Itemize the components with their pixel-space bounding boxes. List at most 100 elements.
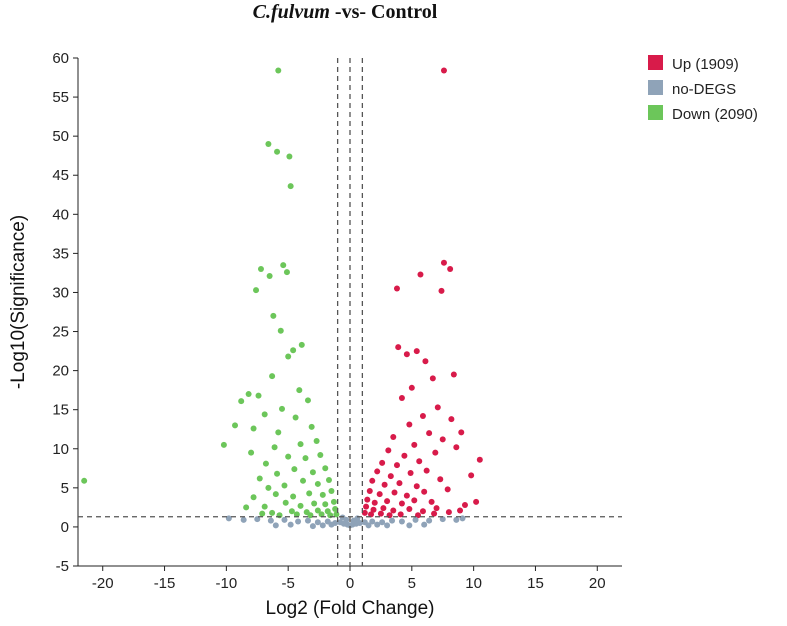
point-no bbox=[439, 516, 446, 523]
point-up bbox=[413, 483, 420, 490]
point-up bbox=[390, 434, 397, 441]
point-up bbox=[406, 505, 413, 512]
point-down bbox=[269, 509, 276, 516]
point-up bbox=[377, 510, 384, 517]
point-no bbox=[453, 516, 460, 523]
point-no bbox=[304, 517, 311, 524]
point-no bbox=[254, 516, 261, 523]
point-no bbox=[379, 519, 386, 526]
point-down bbox=[322, 465, 329, 472]
point-down bbox=[322, 501, 329, 508]
point-up bbox=[419, 412, 426, 419]
legend-label-no: no-DEGS bbox=[672, 81, 736, 98]
point-down bbox=[282, 499, 289, 506]
point-no bbox=[295, 518, 302, 525]
point-down bbox=[265, 484, 272, 491]
point-up bbox=[426, 430, 433, 437]
point-up bbox=[393, 462, 400, 469]
point-no bbox=[406, 522, 413, 529]
point-up bbox=[416, 458, 423, 465]
point-up bbox=[364, 496, 371, 503]
point-up bbox=[403, 351, 410, 358]
point-up bbox=[379, 459, 386, 466]
point-up bbox=[413, 348, 420, 355]
point-down bbox=[291, 466, 298, 473]
y-ticks: -5 0 5 10 15 20 25 30 35 40 45 50 55 60 bbox=[52, 50, 78, 575]
point-down bbox=[257, 266, 264, 273]
point-down bbox=[306, 490, 313, 497]
point-down bbox=[304, 397, 311, 404]
point-no bbox=[281, 516, 288, 523]
point-down bbox=[317, 452, 324, 459]
point-up bbox=[385, 447, 392, 454]
point-up bbox=[457, 507, 464, 514]
y-tick-label: 50 bbox=[52, 128, 69, 145]
point-up bbox=[440, 67, 447, 74]
point-up bbox=[366, 487, 373, 494]
point-up bbox=[421, 488, 428, 495]
legend: Up (1909) no-DEGS Down (2090) bbox=[648, 55, 758, 123]
point-down bbox=[330, 498, 337, 505]
point-no bbox=[421, 521, 428, 528]
point-down bbox=[328, 487, 335, 494]
point-up bbox=[408, 384, 415, 391]
legend-label-up: Up (1909) bbox=[672, 56, 739, 73]
point-down bbox=[81, 477, 88, 484]
point-up bbox=[448, 416, 455, 423]
y-tick-label: 25 bbox=[52, 324, 69, 341]
x-tick-label: 5 bbox=[408, 575, 416, 592]
y-tick-label: 45 bbox=[52, 167, 69, 184]
point-down bbox=[290, 493, 297, 500]
point-no bbox=[356, 520, 363, 527]
point-no bbox=[328, 521, 335, 528]
point-no bbox=[319, 522, 326, 529]
point-down bbox=[319, 491, 326, 498]
point-up bbox=[423, 467, 430, 474]
point-no bbox=[459, 515, 466, 522]
point-up bbox=[417, 271, 424, 278]
point-down bbox=[286, 153, 293, 160]
point-no bbox=[314, 519, 321, 526]
chart-title-italic: C.fulvum bbox=[253, 1, 330, 23]
point-up bbox=[473, 498, 480, 505]
y-tick-label: 20 bbox=[52, 363, 69, 380]
point-up bbox=[433, 505, 440, 512]
point-up bbox=[445, 509, 452, 516]
point-down bbox=[274, 148, 281, 155]
point-up bbox=[419, 508, 426, 515]
legend-label-down: Down (2090) bbox=[672, 106, 758, 123]
point-down bbox=[248, 449, 255, 456]
point-up bbox=[374, 468, 381, 475]
point-down bbox=[272, 491, 279, 498]
point-down bbox=[287, 183, 294, 190]
point-down bbox=[285, 453, 292, 460]
point-down bbox=[259, 510, 266, 517]
point-up bbox=[403, 492, 410, 499]
x-ticks: -20 -15 -10 -5 0 5 10 15 20 bbox=[92, 566, 606, 592]
point-down bbox=[307, 512, 314, 519]
point-down bbox=[314, 480, 321, 487]
y-tick-label: 40 bbox=[52, 206, 69, 223]
point-down bbox=[293, 511, 300, 518]
x-axis-title: Log2 (Fold Change) bbox=[266, 598, 435, 619]
point-down bbox=[318, 511, 325, 518]
point-up bbox=[428, 498, 435, 505]
threshold-lines bbox=[78, 58, 622, 566]
point-down bbox=[281, 482, 288, 489]
point-up bbox=[376, 491, 383, 498]
point-up bbox=[396, 480, 403, 487]
point-no bbox=[426, 517, 433, 524]
point-up bbox=[450, 371, 457, 378]
point-up bbox=[440, 259, 447, 266]
x-tick-label: 10 bbox=[465, 575, 482, 592]
data-points bbox=[81, 67, 483, 530]
plot-area: -20 -15 -10 -5 0 5 10 15 20 -5 0 5 10 15 20 25 30 35 40 45… bbox=[52, 50, 622, 592]
point-up bbox=[395, 344, 402, 351]
point-up bbox=[429, 375, 436, 382]
x-tick-label: 15 bbox=[527, 575, 544, 592]
point-down bbox=[311, 500, 318, 507]
point-down bbox=[275, 429, 282, 436]
point-down bbox=[285, 353, 292, 360]
point-down bbox=[297, 502, 304, 509]
point-down bbox=[325, 477, 332, 484]
